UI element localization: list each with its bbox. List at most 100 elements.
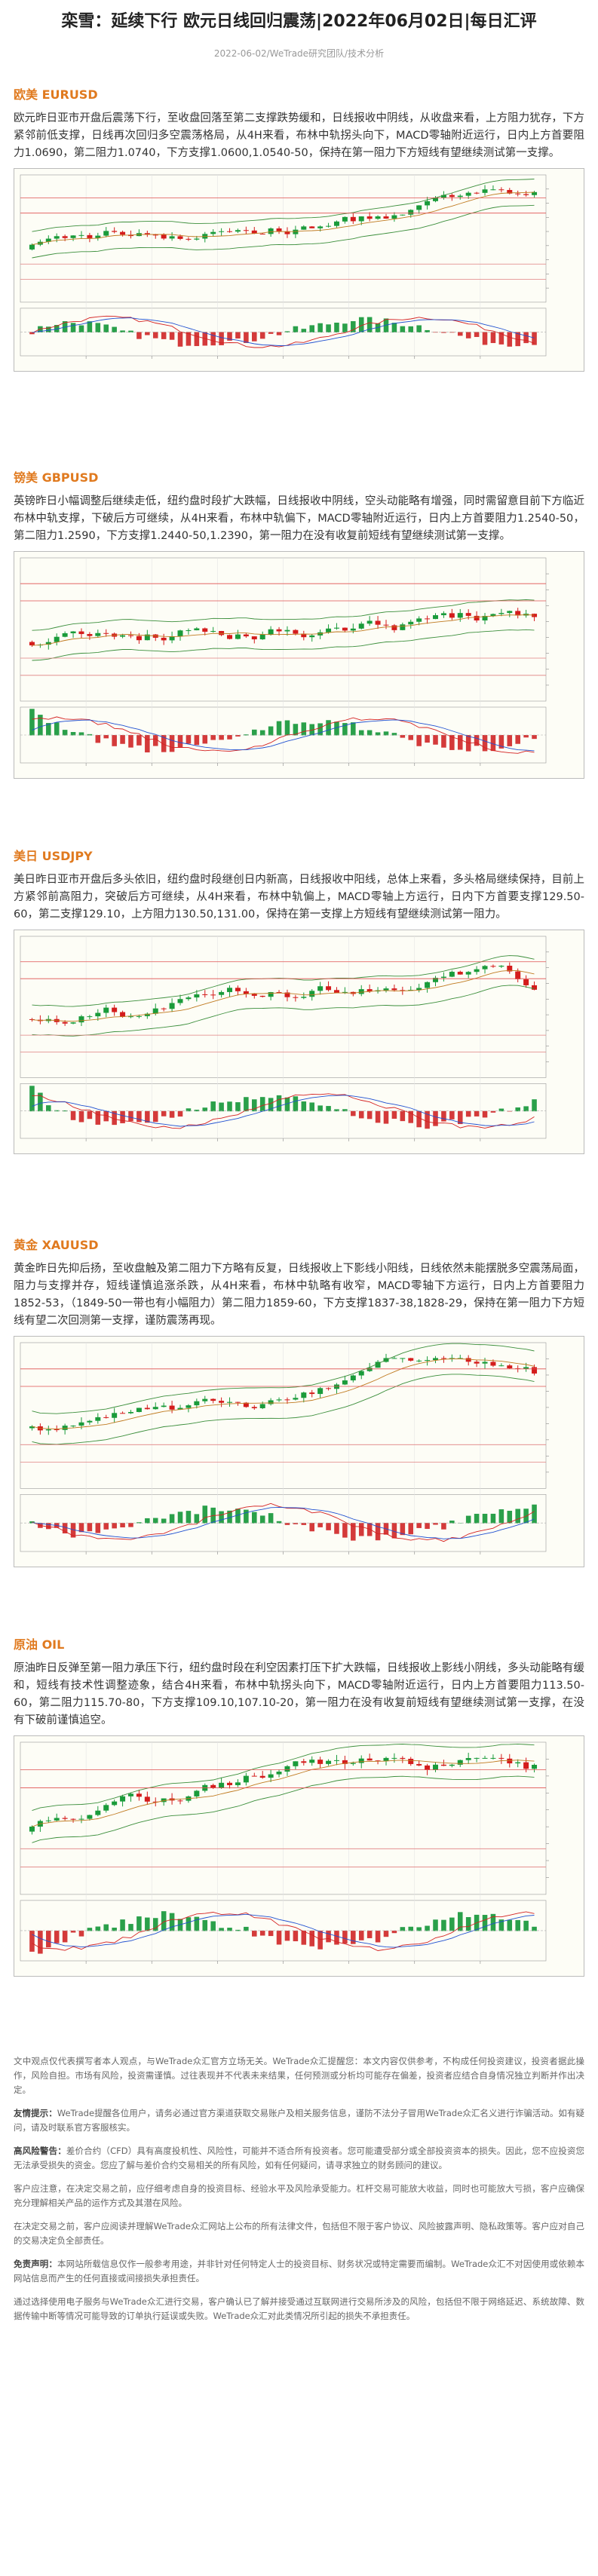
macd-bar (244, 332, 249, 343)
macd-bar (112, 1523, 117, 1529)
macd-bar (169, 735, 175, 752)
candle-body (95, 633, 101, 636)
macd-bar (244, 1097, 249, 1112)
candle-body (507, 611, 513, 614)
candle-body (284, 992, 290, 997)
macd-bar (383, 1110, 389, 1124)
chart-image (14, 930, 584, 1154)
macd-bar (54, 325, 60, 332)
macd-bar (358, 730, 364, 736)
macd-bar (210, 1101, 216, 1112)
macd-bar (152, 735, 158, 746)
candle-body (284, 629, 290, 632)
candle-body (350, 1763, 356, 1764)
macd-bar (366, 1523, 373, 1536)
macd-bar (457, 735, 463, 750)
macd-bar (366, 1110, 373, 1120)
macd-bar (194, 1916, 200, 1931)
candle-body (490, 1757, 496, 1759)
candle-body (449, 1764, 455, 1766)
macd-bar (244, 1926, 249, 1931)
disclaimer-text: 文中观点仅代表撰写者本人观点，与WeTrade众汇官方立场无关。WeTrade众… (14, 2056, 584, 2095)
candle-body (523, 1762, 529, 1769)
macd-bar (408, 735, 414, 740)
macd-bar (523, 735, 529, 738)
candle-body (440, 976, 446, 979)
macd-bar (70, 1110, 76, 1120)
meta: 2022-06-02/WeTrade研究团队/技术分析 (213, 48, 385, 59)
macd-bar (342, 1523, 348, 1538)
candle-body (210, 1784, 216, 1788)
candle-body (177, 1407, 183, 1410)
macd-bar (244, 1509, 249, 1524)
macd-bar (391, 1523, 397, 1539)
macd-bar (457, 1523, 463, 1524)
candle-body (186, 1405, 192, 1408)
macd-bar (244, 734, 249, 736)
macd-bar (358, 1110, 364, 1119)
candle-body (284, 1766, 290, 1772)
candle-body (194, 994, 200, 998)
candle-body (169, 636, 175, 641)
macd-bar (326, 324, 331, 332)
macd-bar (103, 1523, 109, 1530)
macd-bar (416, 735, 422, 746)
macd-bar (95, 1926, 101, 1931)
macd-bar (227, 332, 232, 341)
macd-bar (152, 332, 158, 338)
candle-body (127, 1411, 133, 1414)
macd-bar (46, 1523, 51, 1530)
disclaimer-label: 免责声明： (14, 2259, 58, 2269)
macd-bar (490, 1913, 496, 1931)
candle-body (507, 1758, 513, 1764)
section-text: 英镑昨日小幅调整后继续走低，纽约盘时段扩大跌幅，日线报收中阴线，空头动能略有增强… (14, 495, 584, 542)
macd-bar (46, 1930, 51, 1948)
macd-bar (309, 1102, 314, 1112)
disclaimer-text: 本网站所载信息仅作一般参考用途，并非针对任何特定人士的投资目标、财务状况或特定需… (14, 2259, 585, 2283)
candle-body (366, 989, 373, 992)
disclaimer-paragraph: 免责声明：本网站所载信息仅作一般参考用途，并非针对任何特定人士的投资目标、财务状… (14, 2257, 584, 2286)
candle-body (301, 633, 307, 638)
macd-bar (408, 326, 414, 332)
candle-body (251, 1407, 257, 1408)
macd-bar (375, 732, 381, 736)
macd-line (32, 716, 535, 754)
candle-body (202, 1398, 208, 1401)
macd-bar (219, 1928, 224, 1931)
macd-bar (87, 321, 93, 332)
macd-bar (391, 1110, 397, 1119)
macd-bar (334, 1109, 339, 1112)
macd-bar (62, 1110, 68, 1112)
candle-body (366, 1368, 373, 1371)
candle-body (317, 1388, 324, 1395)
candle-body (408, 621, 414, 625)
candle-body (358, 1758, 364, 1763)
candle-body (309, 226, 315, 228)
macd-bar (342, 1109, 348, 1112)
macd-bar (235, 735, 241, 737)
macd-bar (482, 1513, 488, 1524)
macd-bar (309, 1930, 314, 1947)
macd-bar (400, 1523, 406, 1536)
band-line (32, 1358, 535, 1429)
macd-bar (301, 722, 307, 736)
candle-body (194, 238, 200, 240)
macd-bar (465, 1110, 471, 1117)
macd-bar (268, 1513, 274, 1524)
macd-bar (498, 332, 504, 345)
macd-bar (326, 1930, 331, 1943)
macd-bar (482, 1110, 488, 1118)
macd-bar (252, 1512, 257, 1524)
macd-bar (408, 1523, 414, 1535)
macd-bar (87, 1110, 93, 1120)
candle-body (210, 231, 216, 234)
macd-bar (161, 1518, 167, 1524)
candle-body (498, 613, 504, 614)
macd-bar (29, 1930, 35, 1952)
macd-bar (433, 1523, 438, 1525)
macd-bar (507, 1919, 513, 1931)
candle-body (54, 1818, 60, 1821)
candle-body (161, 637, 167, 641)
macd-bar (120, 735, 125, 744)
candle-body (87, 1420, 93, 1423)
